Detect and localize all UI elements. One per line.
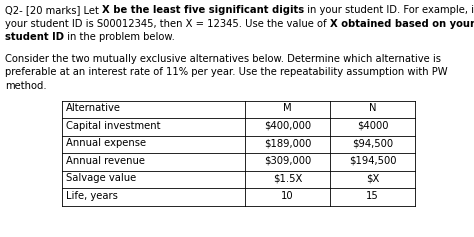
Text: your student ID is S00012345, then X = 12345. Use the value of: your student ID is S00012345, then X = 1… bbox=[5, 18, 330, 28]
Text: method.: method. bbox=[5, 81, 46, 91]
Text: $1.5X: $1.5X bbox=[273, 173, 302, 183]
Text: M: M bbox=[283, 103, 292, 113]
Text: N: N bbox=[369, 103, 376, 113]
Text: $189,000: $189,000 bbox=[264, 138, 311, 148]
Text: $194,500: $194,500 bbox=[349, 156, 396, 166]
Text: $400,000: $400,000 bbox=[264, 121, 311, 131]
Text: Life, years: Life, years bbox=[66, 191, 118, 201]
Text: 10: 10 bbox=[281, 191, 294, 201]
Text: Annual expense: Annual expense bbox=[66, 138, 146, 148]
Text: Capital investment: Capital investment bbox=[66, 121, 161, 131]
Text: student ID: student ID bbox=[5, 32, 64, 42]
Text: $94,500: $94,500 bbox=[352, 138, 393, 148]
Text: Q2- [20 marks] Let: Q2- [20 marks] Let bbox=[5, 5, 102, 15]
Text: $309,000: $309,000 bbox=[264, 156, 311, 166]
Text: preferable at an interest rate of 11% per year. Use the repeatability assumption: preferable at an interest rate of 11% pe… bbox=[5, 67, 447, 77]
Text: in the problem below.: in the problem below. bbox=[64, 32, 175, 42]
Text: $4000: $4000 bbox=[357, 121, 388, 131]
Text: Salvage value: Salvage value bbox=[66, 173, 136, 183]
Text: 15: 15 bbox=[366, 191, 379, 201]
Text: Annual revenue: Annual revenue bbox=[66, 156, 145, 166]
Text: in your student ID. For example, if: in your student ID. For example, if bbox=[304, 5, 474, 15]
Text: X obtained based on your: X obtained based on your bbox=[330, 18, 474, 28]
Text: X be the least five significant digits: X be the least five significant digits bbox=[102, 5, 304, 15]
Text: $X: $X bbox=[366, 173, 379, 183]
Text: Consider the two mutually exclusive alternatives below. Determine which alternat: Consider the two mutually exclusive alte… bbox=[5, 54, 441, 64]
Text: Alternative: Alternative bbox=[66, 103, 121, 113]
